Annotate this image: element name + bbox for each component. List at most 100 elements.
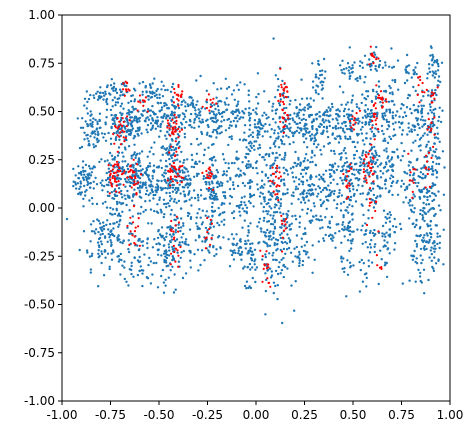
blue-point	[392, 128, 396, 131]
blue-point	[149, 208, 153, 211]
blue-point	[79, 180, 82, 183]
red-point	[172, 161, 176, 165]
blue-point	[113, 114, 116, 117]
blue-point	[428, 189, 431, 193]
blue-point	[358, 260, 361, 264]
blue-point	[128, 209, 131, 212]
blue-point	[222, 158, 226, 161]
blue-point	[171, 177, 174, 181]
blue-point	[433, 61, 436, 64]
blue-point	[104, 256, 107, 259]
blue-point	[437, 204, 441, 207]
blue-point	[398, 126, 401, 129]
red-point	[119, 123, 122, 126]
red-point	[143, 100, 146, 103]
red-point	[166, 119, 169, 122]
blue-point	[348, 72, 351, 75]
blue-point	[301, 259, 305, 263]
blue-point	[239, 169, 242, 172]
blue-point	[309, 209, 313, 212]
blue-point	[362, 213, 365, 217]
blue-point	[175, 201, 178, 204]
blue-point	[268, 267, 272, 270]
blue-point	[319, 122, 322, 126]
blue-point	[262, 219, 266, 222]
blue-point	[205, 133, 209, 136]
blue-point	[395, 181, 398, 184]
blue-point	[303, 127, 306, 130]
blue-point	[321, 84, 324, 87]
blue-point	[235, 104, 238, 108]
blue-point	[94, 232, 97, 235]
red-point	[133, 175, 137, 178]
blue-point	[169, 113, 173, 117]
blue-point	[290, 202, 293, 205]
blue-point	[164, 259, 167, 262]
blue-point	[250, 142, 253, 145]
blue-point	[310, 133, 314, 136]
blue-point	[423, 195, 426, 198]
blue-point	[100, 243, 104, 246]
red-point	[368, 201, 372, 204]
blue-point	[190, 153, 194, 157]
blue-point	[100, 252, 104, 256]
blue-point	[166, 130, 169, 133]
red-point	[177, 104, 180, 107]
blue-point	[298, 253, 301, 256]
blue-point	[278, 166, 281, 169]
blue-point	[131, 199, 134, 202]
blue-point	[300, 127, 303, 130]
blue-point	[346, 273, 350, 276]
blue-point	[304, 232, 307, 236]
blue-point	[386, 157, 389, 160]
blue-point	[236, 103, 239, 106]
red-point	[276, 192, 279, 196]
red-point	[204, 247, 207, 250]
blue-point	[324, 195, 328, 198]
blue-point	[434, 212, 437, 216]
blue-point	[270, 128, 273, 131]
blue-point	[243, 219, 246, 222]
blue-point	[380, 124, 384, 128]
blue-point	[187, 174, 190, 177]
red-point	[374, 107, 377, 110]
blue-point	[290, 284, 293, 287]
blue-point	[379, 100, 382, 104]
blue-point	[361, 116, 365, 119]
blue-point	[169, 225, 172, 228]
blue-point	[296, 122, 299, 126]
blue-point	[262, 210, 265, 213]
blue-point	[348, 249, 351, 253]
blue-point	[108, 151, 112, 155]
blue-point	[151, 185, 154, 188]
blue-point	[414, 89, 417, 93]
blue-point	[201, 209, 204, 212]
blue-point	[400, 133, 404, 136]
blue-point	[348, 190, 352, 193]
blue-point	[431, 182, 434, 185]
blue-point	[177, 106, 181, 110]
blue-point	[271, 117, 275, 121]
blue-point	[111, 158, 114, 161]
blue-point	[305, 240, 309, 244]
blue-point	[116, 101, 120, 104]
blue-point	[212, 186, 215, 189]
blue-point	[153, 209, 156, 213]
blue-point	[431, 53, 434, 57]
blue-point	[314, 89, 317, 92]
red-point	[126, 115, 129, 118]
blue-point	[215, 136, 218, 139]
blue-point	[236, 108, 240, 111]
blue-point	[176, 133, 180, 136]
red-point	[174, 125, 177, 128]
blue-point	[199, 110, 202, 113]
blue-point	[264, 272, 267, 275]
blue-point	[385, 163, 388, 166]
blue-point	[232, 237, 235, 240]
blue-point	[400, 185, 403, 188]
blue-point	[160, 274, 163, 278]
blue-point	[378, 59, 382, 63]
blue-point	[253, 248, 257, 251]
red-point	[169, 167, 172, 170]
blue-point	[162, 114, 165, 118]
